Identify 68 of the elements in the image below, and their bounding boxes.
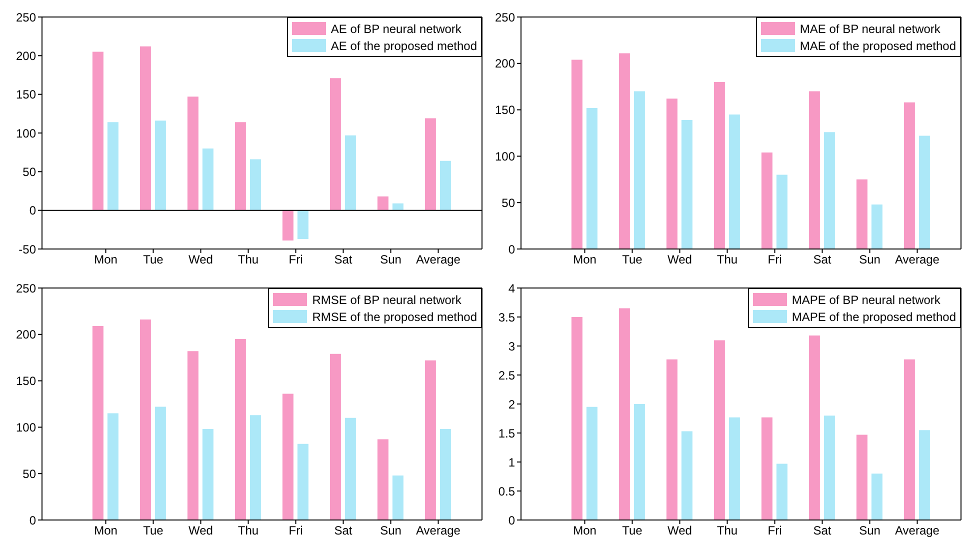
legend-label: MAE of the proposed method — [800, 38, 956, 52]
x-tick-label: Fri — [288, 524, 303, 538]
y-tick-label: 150 — [16, 374, 36, 388]
x-tick-label: Sat — [334, 252, 353, 267]
legend-label: AE of the proposed method — [330, 38, 477, 52]
y-tick-label: 1 — [508, 455, 516, 470]
y-tick-label: 0 — [29, 513, 36, 528]
x-tick-label: Wed — [668, 252, 692, 267]
x-tick-label: Sat — [813, 252, 832, 267]
x-tick-label: Wed — [188, 524, 213, 538]
x-tick-label: Wed — [188, 252, 213, 267]
x-tick-label: Sat — [334, 524, 353, 538]
x-tick-label: Thu — [238, 252, 259, 267]
x-tick-label: Fri — [768, 524, 782, 538]
y-tick-label: 1.5 — [498, 426, 516, 440]
y-tick-label: 4 — [508, 281, 516, 296]
x-tick-label: Sun — [380, 252, 402, 267]
y-tick-label: 150 — [494, 103, 516, 118]
x-tick-label: Wed — [668, 524, 692, 538]
x-tick-label: Mon — [94, 524, 118, 538]
x-tick-label: Fri — [768, 252, 782, 267]
y-tick-label: 2.5 — [498, 368, 516, 382]
y-tick-label: 3 — [508, 339, 516, 354]
x-tick-label: Average — [895, 252, 940, 267]
y-tick-label: 2 — [508, 397, 516, 412]
x-tick-label: Mon — [573, 252, 596, 267]
y-tick-label: 200 — [16, 328, 36, 342]
x-tick-label: Average — [416, 252, 461, 267]
legend-label: MAPE of BP neural network — [792, 292, 940, 306]
y-tick-label: 50 — [22, 466, 36, 481]
y-tick-label: 0.5 — [498, 484, 516, 498]
x-tick-label: Tue — [143, 524, 164, 538]
y-tick-label: 250 — [16, 281, 36, 296]
x-tick-label: Tue — [622, 524, 643, 538]
y-tick-label: -50 — [18, 242, 36, 256]
y-tick-label: 150 — [16, 88, 36, 102]
y-tick-label: 100 — [16, 420, 36, 434]
x-tick-label: Fri — [288, 252, 303, 267]
y-tick-label: 50 — [502, 196, 516, 210]
y-tick-label: 250 — [494, 10, 516, 24]
y-tick-label: 100 — [494, 149, 516, 164]
x-tick-label: Thu — [716, 524, 738, 538]
y-tick-label: 0 — [508, 242, 516, 256]
x-tick-label: Tue — [143, 252, 164, 267]
x-tick-label: Sun — [859, 252, 880, 267]
x-tick-label: Sat — [813, 524, 832, 538]
y-tick-label: 0 — [508, 513, 516, 528]
x-tick-label: Sun — [859, 524, 880, 538]
x-tick-label: Sun — [380, 524, 402, 538]
x-tick-label: Thu — [238, 524, 259, 538]
x-tick-label: Mon — [94, 252, 118, 267]
legend-label: RMSE of BP neural network — [312, 292, 462, 306]
legend-label: AE of BP neural network — [330, 22, 462, 36]
legend-label: MAE of BP neural network — [800, 22, 940, 36]
y-tick-label: 200 — [16, 48, 36, 63]
y-tick-label: 250 — [16, 10, 36, 24]
y-tick-label: 100 — [16, 126, 36, 140]
y-tick-label: 50 — [22, 164, 36, 179]
y-tick-label: 200 — [494, 56, 516, 71]
x-tick-label: Tue — [622, 252, 643, 267]
y-tick-label: 0 — [29, 204, 36, 218]
x-tick-label: Average — [416, 524, 461, 538]
x-tick-label: Average — [895, 524, 940, 538]
legend-label: RMSE of the proposed method — [312, 310, 477, 324]
x-tick-label: Mon — [573, 524, 596, 538]
y-tick-label: 3.5 — [498, 310, 516, 324]
legend-label: MAPE of the proposed method — [792, 310, 956, 324]
x-tick-label: Thu — [716, 252, 738, 267]
